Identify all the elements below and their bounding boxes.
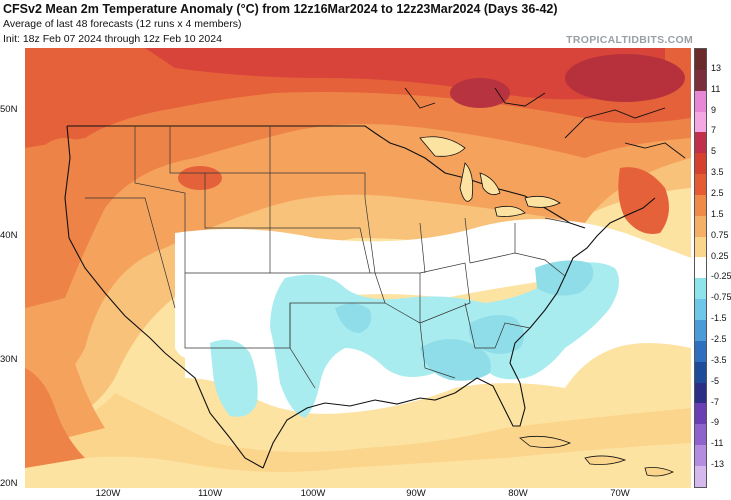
colorbar-segment: [695, 319, 706, 341]
colorbar-label: 9: [711, 104, 717, 115]
colorbar-segment: [695, 257, 706, 279]
colorbar-label: -13: [711, 459, 725, 470]
colorbar-segment: [695, 424, 706, 446]
colorbar-label: -7: [711, 396, 720, 407]
colorbar-segment: [695, 382, 706, 404]
colorbar-label: -1.5: [711, 313, 727, 324]
lat-label-50n: 50N: [0, 104, 18, 115]
lon-label-110w: 110W: [197, 488, 223, 499]
anomaly-map-canvas: [25, 48, 691, 488]
colorbar-label: -0.25: [711, 271, 731, 282]
colorbar-label: 0.25: [711, 250, 729, 261]
colorbar-label: -2.5: [711, 334, 727, 344]
colorbar-label: 5: [711, 146, 717, 157]
lat-label-30n: 30N: [0, 354, 18, 365]
map-title: CFSv2 Mean 2m Temperature Anomaly (°C) f…: [3, 2, 558, 16]
colorbar: [694, 48, 707, 488]
colorbar-label: 0.75: [711, 229, 729, 240]
colorbar-label: -11: [711, 438, 724, 449]
colorbar-label: -0.75: [711, 292, 731, 303]
lon-label-70w: 70W: [610, 488, 630, 499]
map-subtitle-init: Init: 18z Feb 07 2024 through 12z Feb 10…: [3, 33, 222, 45]
colorbar-label: -9: [711, 417, 720, 428]
colorbar-segment: [695, 174, 706, 195]
colorbar-label: 1.5: [711, 208, 724, 219]
colorbar-segment: [695, 153, 706, 175]
colorbar-segment: [695, 194, 706, 216]
anomaly-map: [25, 48, 691, 488]
lon-label-120w: 120W: [95, 488, 121, 499]
map-subtitle-average: Average of last 48 forecasts (12 runs x …: [3, 18, 242, 30]
colorbar-segment: [695, 90, 706, 112]
colorbar-label: 11: [711, 83, 721, 94]
colorbar-segment: [695, 132, 706, 154]
colorbar-segment: [695, 340, 706, 362]
colorbar-segment: [695, 215, 706, 237]
lon-label-80w: 80W: [508, 488, 528, 499]
colorbar-segment: [695, 278, 706, 300]
colorbar-segment: [695, 69, 706, 91]
lat-label-20n: 20N: [0, 478, 18, 489]
colorbar-label: 2.5: [711, 188, 724, 198]
colorbar-segment: [695, 361, 706, 383]
colorbar-label: -5: [711, 375, 720, 386]
colorbar-segment: [695, 236, 706, 258]
colorbar-segment: [695, 49, 706, 70]
lon-label-100w: 100W: [300, 488, 326, 499]
colorbar-label: 7: [711, 125, 717, 136]
watermark: TROPICALTIDBITS.COM: [566, 34, 693, 46]
colorbar-label: 3.5: [711, 167, 724, 178]
lon-label-90w: 90W: [406, 488, 426, 499]
lat-label-40n: 40N: [0, 230, 18, 241]
colorbar-segment: [695, 465, 706, 487]
colorbar-label: 13: [711, 62, 722, 73]
colorbar-segment: [695, 299, 706, 320]
colorbar-label: -3.5: [711, 354, 727, 365]
colorbar-segment: [695, 403, 706, 425]
colorbar-segment: [695, 445, 706, 466]
colorbar-segment: [695, 111, 706, 133]
